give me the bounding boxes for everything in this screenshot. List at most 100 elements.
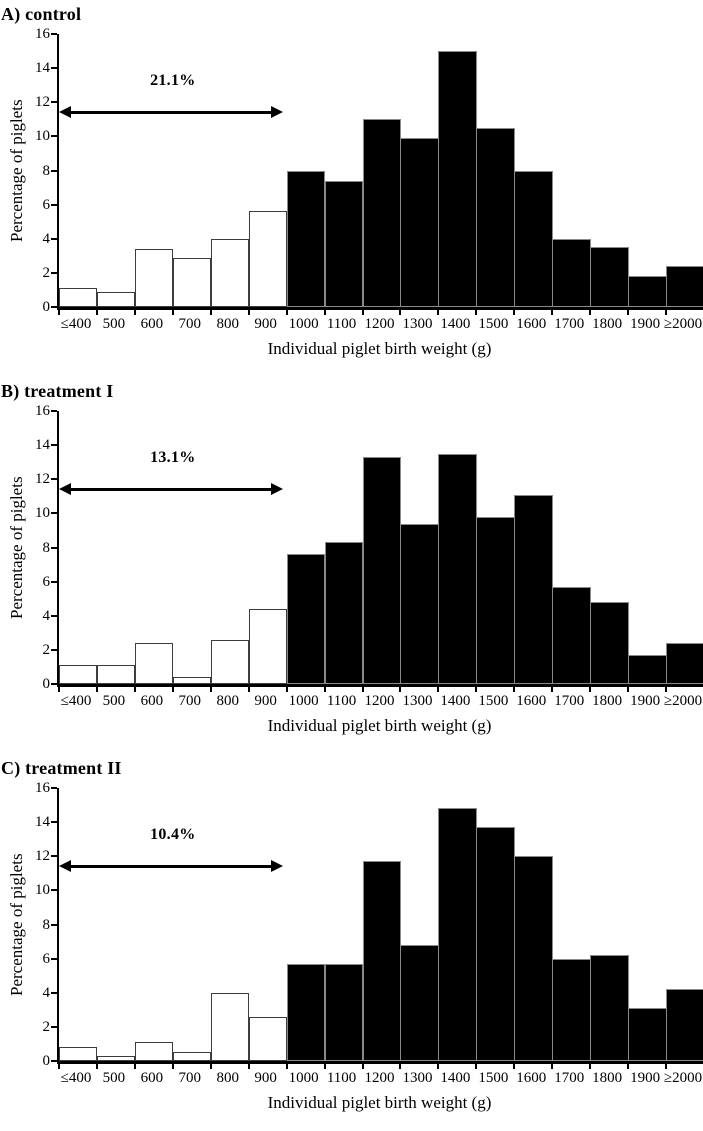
- y-tick-label: 12: [35, 94, 50, 111]
- bar: [324, 963, 364, 1061]
- x-category-label: 1600: [516, 693, 547, 709]
- x-category-label: 1000: [288, 316, 319, 332]
- y-tick-label: 4: [42, 984, 51, 1001]
- bar: [476, 827, 515, 1061]
- x-tick: [399, 687, 402, 692]
- bar-low-birth-weight: [134, 643, 174, 684]
- y-tick: [51, 101, 57, 104]
- x-category-label: 1400: [440, 1070, 471, 1086]
- x-category-label: 1800: [592, 1070, 623, 1086]
- y-tick-label: 10: [35, 128, 50, 145]
- bar: [590, 955, 629, 1061]
- y-tick: [51, 33, 57, 35]
- y-tick-label: 0: [42, 1053, 51, 1069]
- low-birth-weight-percentage: 21.1%: [150, 72, 196, 90]
- x-category-label: 800: [216, 316, 239, 332]
- x-category-label: 900: [254, 693, 277, 709]
- bar-low-birth-weight: [96, 1055, 136, 1061]
- y-tick-label: 2: [42, 264, 51, 281]
- histogram-control: Percentage of piglets 21.1% 0 2 4 6 8 10 12 14 16 ≤…: [0, 0, 703, 377]
- x-tick: [323, 687, 326, 692]
- x-tick: [437, 310, 440, 315]
- bar: [476, 127, 515, 307]
- y-tick-label: 12: [35, 848, 50, 865]
- x-tick: [133, 1064, 136, 1069]
- x-tick: [58, 310, 60, 315]
- arrow-left-head-icon: [59, 106, 71, 119]
- x-category-label: 1900: [630, 693, 661, 709]
- plot-area: 13.1%: [51, 410, 703, 692]
- y-tick-label: 10: [35, 505, 50, 522]
- x-tick: [627, 687, 630, 692]
- x-category-label: 1900: [630, 1070, 661, 1086]
- y-tick-label: 2: [42, 1018, 51, 1035]
- y-tick: [51, 169, 57, 172]
- bar: [400, 523, 439, 684]
- x-tick: [209, 310, 212, 315]
- panel-title: B) treatment I: [1, 381, 114, 401]
- y-tick: [51, 1060, 57, 1062]
- arrow-line: [65, 487, 277, 491]
- bar-low-birth-weight: [59, 1047, 98, 1061]
- x-category-label: 800: [216, 1070, 239, 1086]
- x-tick: [323, 310, 326, 315]
- y-tick-label: 4: [42, 607, 51, 624]
- y-tick-label: 6: [42, 196, 51, 213]
- x-category-label: 600: [140, 693, 164, 709]
- y-tick: [51, 957, 57, 960]
- y-tick: [51, 512, 57, 515]
- bar: [552, 958, 591, 1061]
- x-category-label: 700: [178, 693, 202, 709]
- low-birth-weight-arrow: [59, 483, 283, 496]
- bar-low-birth-weight: [210, 238, 250, 307]
- bar: [628, 1008, 667, 1061]
- x-category-label: 1100: [326, 1070, 357, 1086]
- x-tick: [551, 687, 554, 692]
- bar: [666, 266, 703, 307]
- x-category-label: 1900: [630, 316, 661, 332]
- bar: [514, 856, 553, 1061]
- y-tick: [51, 648, 57, 651]
- y-tick: [51, 683, 57, 685]
- panel-a-control: A) control Percentage of piglets 21.1% 0 2 4…: [0, 0, 703, 377]
- low-birth-weight-percentage: 13.1%: [150, 449, 196, 467]
- bar-low-birth-weight: [210, 992, 250, 1061]
- x-category-label: 1500: [478, 693, 509, 709]
- bar-low-birth-weight: [96, 291, 136, 307]
- bar: [286, 170, 326, 307]
- bar: [362, 457, 401, 684]
- x-tick: [513, 687, 516, 692]
- x-tick: [171, 687, 174, 692]
- x-tick: [209, 1064, 212, 1069]
- bar: [286, 963, 326, 1061]
- x-category-label: 1100: [326, 693, 357, 709]
- bar: [552, 238, 591, 307]
- bar-low-birth-weight: [59, 665, 98, 684]
- bar: [628, 276, 667, 307]
- bar: [286, 554, 326, 684]
- bar: [324, 542, 364, 684]
- x-category-label: 1300: [402, 693, 433, 709]
- x-tick: [399, 310, 402, 315]
- bar-low-birth-weight: [134, 1042, 174, 1061]
- x-category-label: 900: [254, 1070, 277, 1086]
- bar: [666, 989, 703, 1061]
- x-axis-label: Individual piglet birth weight (g): [267, 716, 492, 735]
- x-category-label: 1700: [554, 1070, 585, 1086]
- bar-low-birth-weight: [59, 288, 98, 307]
- bar-low-birth-weight: [172, 257, 212, 307]
- arrow-left-head-icon: [59, 483, 71, 496]
- x-tick: [475, 310, 478, 315]
- x-category-label: 500: [102, 1070, 126, 1086]
- y-tick: [51, 237, 57, 240]
- x-category-label: ≥2000: [663, 316, 703, 332]
- x-tick: [665, 687, 668, 692]
- x-category-label: 1300: [402, 1070, 433, 1086]
- bar: [438, 51, 477, 307]
- x-tick: [95, 687, 98, 692]
- panel-title: A) control: [1, 4, 82, 24]
- bar: [476, 516, 515, 684]
- bar: [324, 180, 364, 307]
- arrow-line: [65, 864, 277, 868]
